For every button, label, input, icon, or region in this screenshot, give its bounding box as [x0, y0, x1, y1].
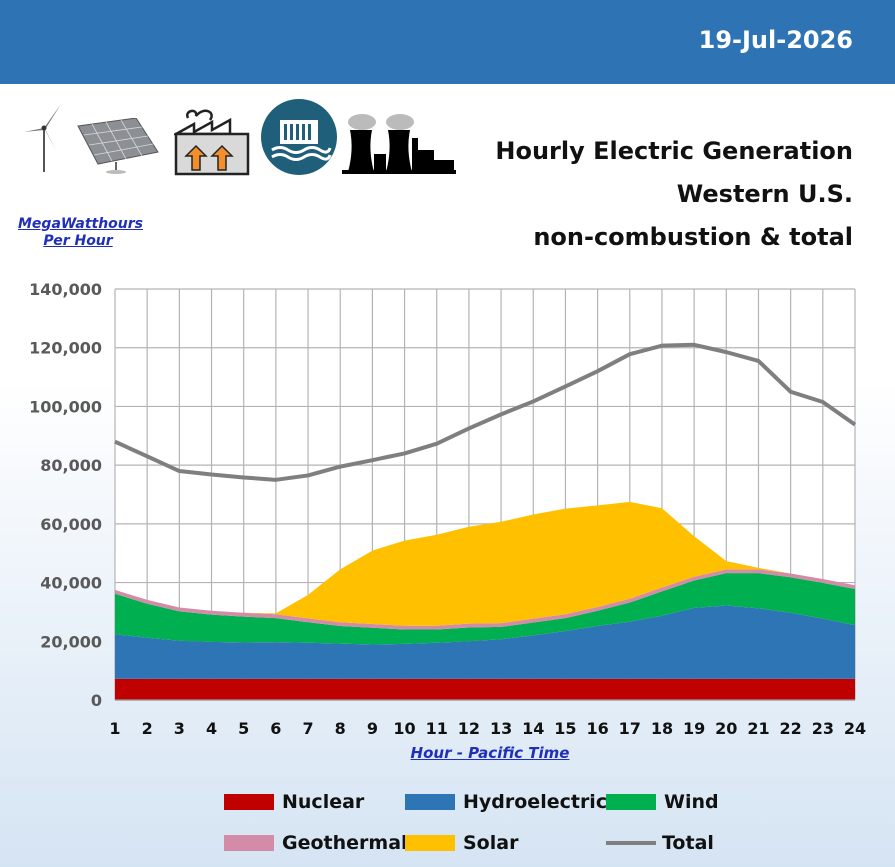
legend-hydro: Hydroelectric: [405, 789, 607, 815]
x-tick-label: 16: [586, 719, 608, 738]
x-tick-label: 2: [142, 719, 153, 738]
geothermal-plant-icon: [174, 109, 250, 176]
area-solar: [115, 501, 855, 626]
y-tick-label: 60,000: [40, 515, 102, 534]
legend-label-hydro: Hydroelectric: [463, 791, 608, 813]
x-tick-label: 20: [715, 719, 737, 738]
legend-label-total: Total: [662, 832, 714, 854]
area-geothermal: [115, 569, 855, 630]
legend-label-geothermal: Geothermal: [282, 832, 408, 854]
solar-panel-icon: [77, 118, 159, 174]
unit-line-2: Per Hour: [43, 233, 113, 249]
legend-geothermal: Geothermal: [224, 830, 408, 856]
x-tick-label: 11: [426, 719, 448, 738]
chart-title: Hourly Electric Generation Western U.S. …: [495, 130, 853, 259]
x-tick-label: 1: [109, 719, 120, 738]
area-hydro: [115, 605, 855, 679]
y-tick-label: 0: [91, 691, 102, 710]
x-tick-label: 18: [651, 719, 673, 738]
legend-swatch-geothermal: [224, 835, 274, 851]
title-line-3: non-combustion & total: [533, 223, 853, 251]
x-tick-label: 14: [522, 719, 544, 738]
title-line-2: Western U.S.: [676, 180, 853, 208]
legend-label-solar: Solar: [463, 832, 519, 854]
x-tick-label: 23: [812, 719, 834, 738]
y-tick-label: 80,000: [40, 456, 102, 475]
area-wind: [115, 573, 855, 645]
x-tick-label: 22: [780, 719, 802, 738]
legend-total: Total: [606, 830, 714, 856]
x-tick-label: 6: [270, 719, 281, 738]
x-axis-title: Hour - Pacific Time: [410, 744, 570, 762]
y-tick-label: 20,000: [40, 632, 102, 651]
legend-label-wind: Wind: [664, 791, 719, 813]
line-total: [114, 342, 857, 482]
x-tick-label: 10: [393, 719, 415, 738]
x-tick-label: 15: [554, 719, 576, 738]
unit-line-1: MegaWatthours: [18, 216, 144, 232]
legend-wind: Wind: [606, 789, 719, 815]
x-tick-label: 12: [458, 719, 480, 738]
legend-swatch-solar: [405, 835, 455, 851]
x-tick-label: 5: [238, 719, 249, 738]
title-line-1: Hourly Electric Generation: [495, 137, 853, 165]
legend-solar: Solar: [405, 830, 518, 856]
area-nuclear: [115, 678, 855, 700]
y-tick-label: 140,000: [29, 280, 102, 299]
nuclear-plant-icon: [342, 114, 456, 174]
x-tick-label: 13: [490, 719, 512, 738]
legend-swatch-wind: [606, 794, 656, 810]
x-tick-label: 4: [206, 719, 217, 738]
y-axis-unit-label: MegaWatthours Per Hour: [18, 216, 144, 250]
x-tick-label: 17: [619, 719, 641, 738]
x-tick-label: 21: [747, 719, 769, 738]
wind-turbine-icon: [24, 104, 61, 172]
x-tick-label: 8: [335, 719, 346, 738]
legend-swatch-nuclear: [224, 794, 274, 810]
y-tick-label: 120,000: [29, 339, 102, 358]
x-tick-label: 7: [302, 719, 313, 738]
legend-nuclear: Nuclear: [224, 789, 364, 815]
legend-swatch-total: [606, 841, 656, 845]
x-tick-label: 3: [174, 719, 185, 738]
x-tick-label: 24: [844, 719, 866, 738]
report-date: 19-Jul-2026: [698, 26, 853, 54]
legend-label-nuclear: Nuclear: [282, 791, 365, 813]
hydro-dam-icon: [261, 99, 337, 175]
x-tick-label: 9: [367, 719, 378, 738]
header-bar: 19-Jul-2026: [0, 0, 895, 84]
y-tick-label: 100,000: [29, 397, 102, 416]
x-tick-label: 19: [683, 719, 705, 738]
y-tick-label: 40,000: [40, 574, 102, 593]
legend-swatch-hydro: [405, 794, 455, 810]
